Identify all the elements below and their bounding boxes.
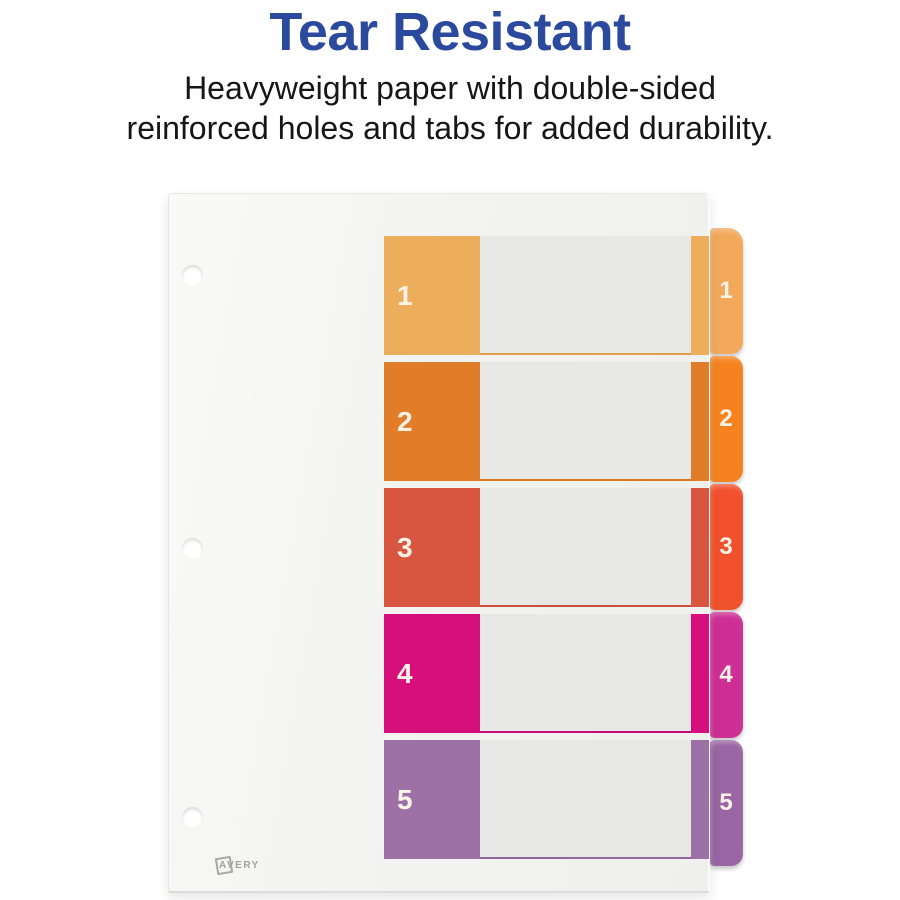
toc-number-5: 5: [397, 783, 413, 815]
toc-number-block-5: 5: [384, 740, 480, 859]
tab-number-1: 1: [719, 277, 733, 304]
tab-number-4: 4: [719, 661, 733, 688]
toc-row-line-2: [480, 479, 709, 481]
toc-number-block-1: 1: [384, 236, 480, 355]
edge-strip-4: [691, 614, 709, 733]
index-tab-3: 3: [709, 484, 743, 610]
toc-number-2: 2: [397, 405, 413, 437]
subtitle: Heavyweight paper with double-sided rein…: [0, 68, 900, 148]
index-tab-4: 4: [709, 612, 743, 738]
tab-number-3: 3: [719, 533, 733, 560]
toc-row-line-4: [480, 731, 709, 733]
toc-row-4: 4: [384, 614, 709, 733]
avery-logo: AVERY: [214, 855, 260, 876]
punch-hole-middle: [182, 538, 203, 559]
toc-row-2: 2: [384, 362, 709, 481]
punch-hole-bottom: [182, 807, 203, 828]
tab-number-5: 5: [719, 789, 733, 816]
toc-row-line-1: [480, 353, 709, 355]
index-tab-5: 5: [709, 740, 743, 866]
toc-row-line-3: [480, 605, 709, 607]
tab-number-2: 2: [719, 405, 733, 432]
divider-sheet: 1 2 3 4 5: [168, 193, 710, 893]
edge-strip-5: [691, 740, 709, 859]
divider-product-photo: 1 2 3 4 5 1 2 3: [168, 193, 743, 893]
toc-number-block-3: 3: [384, 488, 480, 607]
avery-logo-text: AVERY: [219, 860, 260, 871]
toc-number-block-2: 2: [384, 362, 480, 481]
headline: Tear Resistant Heavyweight paper with do…: [0, 0, 900, 148]
index-tab-2: 2: [709, 356, 743, 482]
page-title: Tear Resistant: [269, 2, 631, 62]
edge-strip-3: [691, 488, 709, 607]
edge-strip-1: [691, 236, 709, 355]
toc-number-4: 4: [397, 657, 413, 689]
punch-hole-top: [182, 265, 203, 286]
index-tab-1: 1: [709, 228, 743, 354]
edge-strip-2: [691, 362, 709, 481]
toc-row-5: 5: [384, 740, 709, 859]
toc-row-3: 3: [384, 488, 709, 607]
avery-logo-box-icon: [214, 855, 234, 876]
subtitle-line-1: Heavyweight paper with double-sided: [184, 70, 716, 106]
toc-number-1: 1: [397, 279, 413, 311]
subtitle-line-2: reinforced holes and tabs for added dura…: [126, 110, 774, 146]
toc-row-1: 1: [384, 236, 709, 355]
toc-number-block-4: 4: [384, 614, 480, 733]
toc-number-3: 3: [397, 531, 413, 563]
toc-row-line-5: [480, 857, 709, 859]
